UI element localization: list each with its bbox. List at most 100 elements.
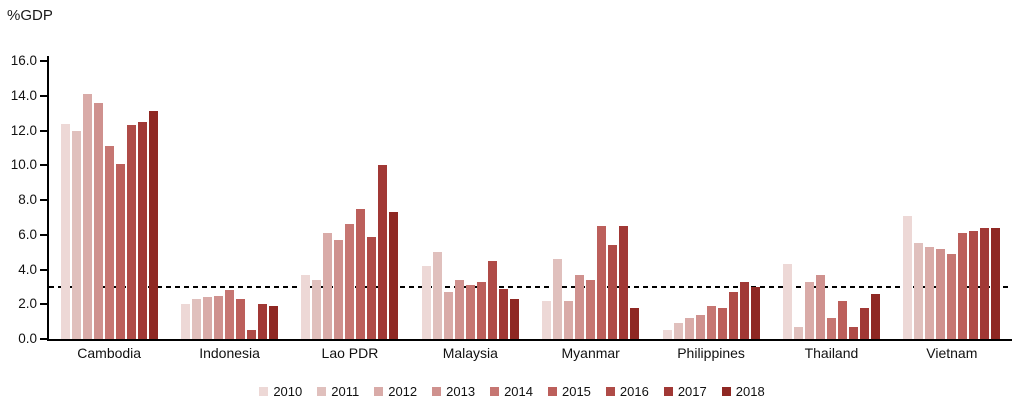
bar-2014 xyxy=(826,318,836,339)
bar-2012 xyxy=(323,233,333,339)
bar-2018 xyxy=(750,286,760,339)
bar-2013 xyxy=(936,248,946,339)
bar-2017 xyxy=(980,227,990,339)
bar-2012 xyxy=(804,281,814,339)
legend-swatch-2015 xyxy=(547,387,557,396)
bar-2013 xyxy=(334,239,344,339)
bar-2010 xyxy=(60,123,70,339)
bar-2018 xyxy=(269,306,279,339)
bar-2017 xyxy=(498,288,508,339)
y-tick-label: 2.0 xyxy=(18,296,37,312)
bar-2017 xyxy=(859,307,869,339)
legend-item-2011: 2011 xyxy=(317,384,359,399)
legend-item-2016: 2016 xyxy=(605,384,649,399)
x-axis-labels: Cambodia Indonesia Lao PDR Malaysia Myanmar P… xyxy=(49,345,1012,361)
legend-item-2012: 2012 xyxy=(374,384,417,399)
legend-label-2014: 2014 xyxy=(504,384,533,399)
bar-2011 xyxy=(553,259,563,339)
bar-2013 xyxy=(454,279,464,339)
legend-label-2017: 2017 xyxy=(677,384,707,399)
bar-2014 xyxy=(947,253,957,339)
bar-2012 xyxy=(925,246,935,339)
legend-swatch-2011 xyxy=(317,387,327,396)
bar-2013 xyxy=(695,314,705,339)
legend-label-2016: 2016 xyxy=(619,384,649,399)
bar-2015 xyxy=(958,233,968,339)
bar-2016 xyxy=(487,260,497,339)
y-tick-label: 10.0 xyxy=(10,157,37,173)
bar-2012 xyxy=(564,300,574,339)
legend-item-2017: 2017 xyxy=(663,384,707,399)
bar-2010 xyxy=(903,215,913,339)
bar-2010 xyxy=(542,300,552,339)
bar-2017 xyxy=(378,165,388,339)
bar-2014 xyxy=(586,279,596,339)
bar-2011 xyxy=(793,326,803,339)
y-axis-line xyxy=(47,56,49,341)
bar-2011 xyxy=(914,243,924,339)
bar-2012 xyxy=(684,318,694,339)
y-tick-mark xyxy=(40,199,49,201)
legend-swatch-2017 xyxy=(663,387,673,396)
cluster-philippines xyxy=(651,61,771,339)
bar-2011 xyxy=(71,130,81,339)
legend-swatch-2018 xyxy=(721,387,731,396)
bar-2018 xyxy=(870,293,880,339)
y-tick-mark xyxy=(40,233,49,236)
bar-2014 xyxy=(225,290,235,339)
legend-label-2018: 2018 xyxy=(735,384,765,399)
bar-2015 xyxy=(476,281,486,339)
legend-swatch-2016 xyxy=(605,387,615,396)
bar-2018 xyxy=(389,212,399,339)
legend-item-2010: 2010 xyxy=(259,384,302,399)
y-axis-title: %GDP xyxy=(7,7,53,24)
legend-label-2010: 2010 xyxy=(273,384,303,399)
y-tick-mark xyxy=(40,303,49,306)
bar-2018 xyxy=(630,307,640,339)
bar-2018 xyxy=(991,227,1001,339)
cluster-indonesia xyxy=(169,61,289,339)
plot-area: 0.0 2.0 4.0 6.0 8.0 10.0 12.0 14.0 16.0 xyxy=(11,53,1012,346)
y-tick-label: 0.0 xyxy=(18,331,37,346)
bar-2016 xyxy=(728,292,738,339)
bar-2016 xyxy=(367,236,377,339)
y-tick-mark xyxy=(40,164,49,167)
cluster-myanmar xyxy=(531,61,651,339)
bar-2017 xyxy=(619,226,629,339)
cluster-cambodia xyxy=(49,61,169,339)
bar-2014 xyxy=(706,306,716,339)
x-category-label: Myanmar xyxy=(561,345,620,361)
legend-item-2015: 2015 xyxy=(547,384,591,399)
bar-2013 xyxy=(93,102,103,339)
x-category-label: Cambodia xyxy=(77,345,142,361)
bar-2010 xyxy=(181,304,191,339)
bar-2014 xyxy=(104,146,114,339)
x-category-label: Vietnam xyxy=(926,345,978,361)
bar-2011 xyxy=(673,323,683,339)
bar-2013 xyxy=(575,274,585,339)
bar-2013 xyxy=(214,295,224,339)
y-tick-label: 12.0 xyxy=(10,122,37,138)
reference-line xyxy=(49,285,1012,288)
y-tick-label: 16.0 xyxy=(10,53,37,68)
bar-2016 xyxy=(608,245,618,339)
y-tick-label: 8.0 xyxy=(18,192,37,207)
bar-2015 xyxy=(236,299,246,339)
legend: 2010 2011 2012 2013 2014 2015 2016 2017 2018 xyxy=(0,384,1024,399)
bar-2010 xyxy=(301,274,311,339)
y-tick-label: 14.0 xyxy=(10,87,37,103)
bar-2012 xyxy=(82,94,92,339)
bar-2011 xyxy=(312,279,322,339)
cluster-malaysia xyxy=(410,61,530,339)
bar-2010 xyxy=(662,330,672,339)
bar-2010 xyxy=(782,264,792,339)
bar-2015 xyxy=(115,163,125,339)
bar-2015 xyxy=(597,226,607,339)
y-tick-mark xyxy=(40,60,49,62)
bar-2012 xyxy=(203,297,213,339)
legend-label-2012: 2012 xyxy=(388,384,418,399)
x-category-label: Thailand xyxy=(804,345,859,361)
y-tick-mark xyxy=(40,268,49,271)
bar-2013 xyxy=(815,274,825,339)
